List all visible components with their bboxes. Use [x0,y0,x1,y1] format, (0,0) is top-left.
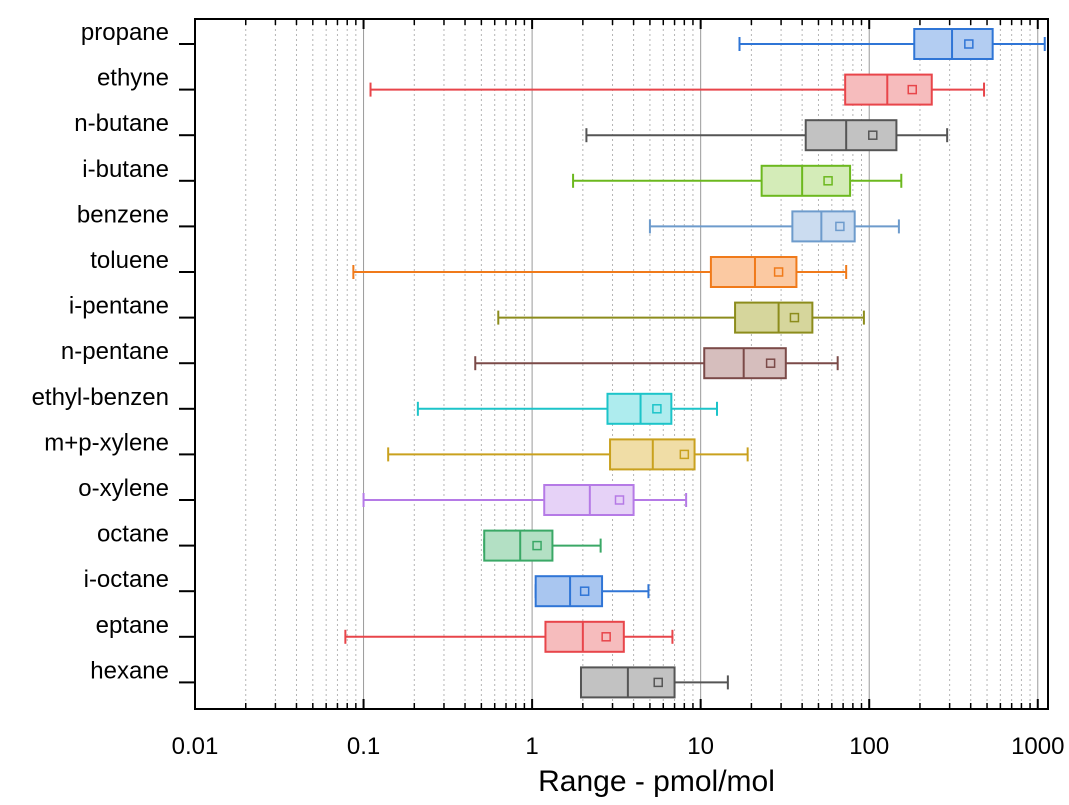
category-label: toluene [90,247,169,274]
mean-marker [614,495,625,505]
mean-marker [773,267,784,277]
box-i-octane [534,575,650,608]
category-label: n-pentane [61,338,169,365]
x-tick-label: 100 [849,733,889,760]
category-label: octane [97,521,169,548]
category-label: eptane [96,612,169,639]
category-label: hexane [90,657,169,684]
iqr-box [709,256,798,288]
x-tick-label: 1000 [1011,733,1064,760]
mean-marker [532,540,542,551]
box-toluene [352,256,848,288]
mean-marker [823,176,833,186]
box-n-butane [585,119,949,152]
category-label: propane [81,19,169,46]
box-octane [483,529,602,562]
box-propane [738,28,1046,60]
category-label: i-pentane [69,293,169,320]
box-hexane [579,666,729,699]
mean-marker [679,449,690,460]
mean-marker [835,221,845,232]
iqr-box [734,301,814,334]
mean-marker [907,84,917,95]
iqr-box [791,210,856,243]
iqr-box [804,119,898,152]
box-i-pentane [497,301,865,334]
mean-marker [964,39,974,49]
box-m+p-xylene [387,438,749,471]
mean-marker [789,312,800,323]
iqr-box [544,620,625,653]
x-axis-title: Range - pmol/mol [538,765,775,798]
x-tick-label: 1 [525,733,538,760]
iqr-box [760,164,852,197]
category-label: n-butane [74,110,169,137]
box-o-xylene [362,484,688,516]
iqr-box [844,73,933,106]
category-label: o-xylene [78,475,169,502]
box-i-butane [572,164,903,197]
box-ethyne [369,73,986,106]
mean-marker [652,404,662,414]
category-label: benzene [77,201,169,228]
category-label: i-octane [84,566,169,593]
axis-layer: 0.01 0.1 1 10 100 1000 propane ethyne n-butane i-… [32,19,1064,760]
mean-marker [765,358,776,368]
box-eptane [344,620,674,653]
mean-marker [601,632,611,642]
box-benzene [648,210,900,243]
x-tick-label: 0.01 [172,733,219,760]
box-ethyl-benzen [416,392,718,425]
mean-marker [868,130,878,140]
mean-marker [653,677,663,688]
iqr-box [703,347,787,380]
category-label: ethyne [97,65,169,92]
box-n-pentane [474,347,839,380]
iqr-box [606,392,673,425]
iqr-box [483,529,554,562]
x-tick-label: 10 [687,733,714,760]
iqr-box [913,28,994,60]
category-label: i-butane [82,156,169,183]
iqr-box [534,575,604,608]
box-layer [344,28,1046,699]
category-label: ethyl-benzen [32,384,169,411]
category-label: m+p-xylene [44,429,169,456]
mean-marker [579,586,590,596]
x-tick-label: 0.1 [347,733,380,760]
